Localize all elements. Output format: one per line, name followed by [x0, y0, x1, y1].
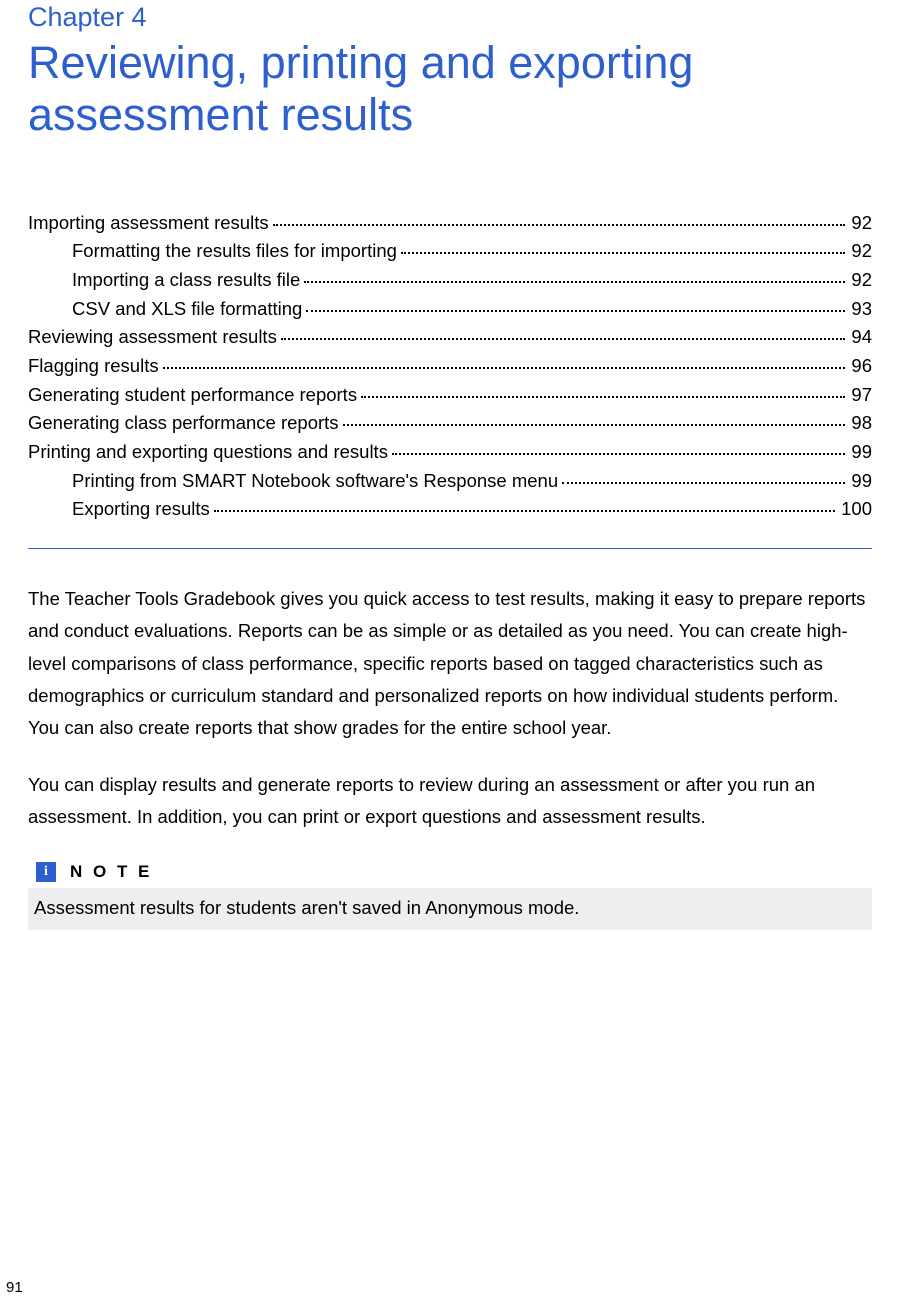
toc-entry[interactable]: Exporting results 100	[28, 495, 872, 524]
toc-entry[interactable]: Importing assessment results 92	[28, 209, 872, 238]
info-icon: i	[36, 862, 56, 882]
toc-entry[interactable]: Importing a class results file 92	[28, 266, 872, 295]
note-header: i N O T E	[28, 858, 872, 888]
toc-entry[interactable]: Formatting the results files for importi…	[28, 237, 872, 266]
toc-entry-label: Importing a class results file	[72, 266, 300, 295]
toc-entry-page: 99	[849, 438, 872, 467]
toc-leader-dots	[273, 224, 846, 226]
toc-entry-label: Printing from SMART Notebook software's …	[72, 467, 558, 496]
toc-entry-page: 96	[849, 352, 872, 381]
toc-leader-dots	[361, 396, 845, 398]
toc-leader-dots	[343, 424, 846, 426]
toc-leader-dots	[163, 367, 846, 369]
toc-entry-label: Exporting results	[72, 495, 210, 524]
toc-entry-page: 92	[849, 237, 872, 266]
toc-leader-dots	[214, 510, 835, 512]
toc-leader-dots	[281, 338, 846, 340]
note-box: i N O T E Assessment results for student…	[28, 858, 872, 930]
toc-leader-dots	[392, 453, 845, 455]
intro-paragraph-2: You can display results and generate rep…	[28, 769, 872, 834]
note-title: N O T E	[70, 862, 152, 882]
toc-entry[interactable]: Reviewing assessment results 94	[28, 323, 872, 352]
toc-leader-dots	[562, 482, 845, 484]
toc-entry-label: Generating class performance reports	[28, 409, 339, 438]
toc-entry[interactable]: Flagging results 96	[28, 352, 872, 381]
page-number: 91	[6, 1279, 23, 1296]
toc-entry-page: 100	[839, 495, 872, 524]
chapter-title: Reviewing, printing and exporting assess…	[28, 37, 872, 141]
toc-entry-label: Flagging results	[28, 352, 159, 381]
toc-entry[interactable]: Printing from SMART Notebook software's …	[28, 467, 872, 496]
toc-leader-dots	[306, 310, 845, 312]
chapter-label: Chapter 4	[28, 2, 872, 33]
section-divider	[28, 548, 872, 549]
toc-entry-label: Importing assessment results	[28, 209, 269, 238]
toc-entry-label: Printing and exporting questions and res…	[28, 438, 388, 467]
intro-paragraph-1: The Teacher Tools Gradebook gives you qu…	[28, 583, 872, 745]
table-of-contents: Importing assessment results 92 Formatting…	[28, 209, 872, 524]
toc-entry[interactable]: Generating student performance reports 97	[28, 381, 872, 410]
toc-entry-page: 98	[849, 409, 872, 438]
toc-entry-label: CSV and XLS file formatting	[72, 295, 302, 324]
toc-leader-dots	[304, 281, 845, 283]
toc-entry[interactable]: CSV and XLS file formatting 93	[28, 295, 872, 324]
note-body: Assessment results for students aren't s…	[28, 888, 872, 930]
toc-entry[interactable]: Printing and exporting questions and res…	[28, 438, 872, 467]
toc-entry-label: Formatting the results files for importi…	[72, 237, 397, 266]
toc-entry-page: 94	[849, 323, 872, 352]
toc-entry-page: 92	[849, 266, 872, 295]
toc-entry-label: Reviewing assessment results	[28, 323, 277, 352]
toc-entry-page: 92	[849, 209, 872, 238]
toc-entry-label: Generating student performance reports	[28, 381, 357, 410]
toc-entry-page: 97	[849, 381, 872, 410]
toc-leader-dots	[401, 252, 846, 254]
toc-entry[interactable]: Generating class performance reports 98	[28, 409, 872, 438]
toc-entry-page: 93	[849, 295, 872, 324]
toc-entry-page: 99	[849, 467, 872, 496]
